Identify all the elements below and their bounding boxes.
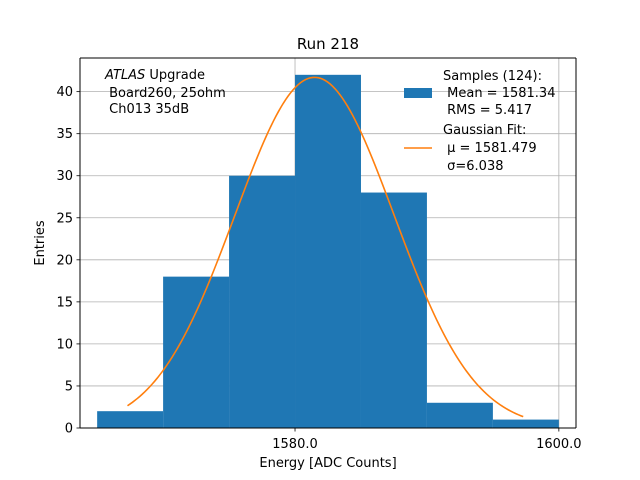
annotation-upgrade: Upgrade xyxy=(145,68,205,83)
tick-layer: 0 5 10 15 20 25 30 35 40 1580.0 1600.0 xyxy=(56,85,581,452)
gaussian-fit-curve xyxy=(127,76,524,418)
legend: Samples (124): Mean = 1581.34 RMS = 5.41… xyxy=(404,69,555,174)
axes-frame xyxy=(79,57,577,429)
x-axis-label: Energy [ADC Counts] xyxy=(259,456,396,471)
x-tick-label: 1580.0 xyxy=(272,437,318,452)
histogram-bar xyxy=(426,402,493,428)
annotation-atlas: ATLAS xyxy=(104,68,145,83)
legend-swatch-samples xyxy=(404,88,432,98)
histogram-bars xyxy=(97,74,559,429)
y-tick-label: 15 xyxy=(56,295,73,310)
legend-fit-sigma: σ=6.038 xyxy=(443,159,503,174)
y-tick-label: 35 xyxy=(56,127,73,142)
legend-fit-title: Gaussian Fit: xyxy=(443,123,526,138)
y-tick-label: 0 xyxy=(65,422,73,437)
histogram-bar xyxy=(492,419,559,428)
chart-title: Run 218 xyxy=(297,35,359,53)
y-tick-label: 20 xyxy=(56,253,73,268)
annotation-line-3: Ch013 35dB xyxy=(105,102,189,117)
y-axis-label: Entries xyxy=(33,220,48,266)
x-tick-label: 1600.0 xyxy=(536,437,582,452)
y-tick-label: 30 xyxy=(56,169,73,184)
legend-samples-rms: RMS = 5.417 xyxy=(443,103,532,118)
legend-samples-mean: Mean = 1581.34 xyxy=(443,86,555,101)
legend-fit-mu: μ = 1581.479 xyxy=(443,141,537,156)
y-tick-label: 25 xyxy=(56,211,73,226)
run-annotation: ATLAS Upgrade Board260, 25ohm Ch013 35dB xyxy=(104,68,226,117)
histogram-bar xyxy=(229,175,296,428)
annotation-line-1: ATLAS Upgrade xyxy=(104,68,205,83)
histogram-bar xyxy=(97,411,164,428)
y-tick-label: 5 xyxy=(65,379,73,394)
fit-curve-layer xyxy=(127,76,524,418)
y-tick-label: 10 xyxy=(56,337,73,352)
histogram-bar xyxy=(360,192,427,428)
histogram-bar xyxy=(295,74,361,429)
y-tick-label: 40 xyxy=(56,85,73,100)
annotation-line-2: Board260, 25ohm xyxy=(105,86,226,101)
legend-samples-title: Samples (124): xyxy=(443,69,542,84)
histogram-bar xyxy=(163,276,230,428)
